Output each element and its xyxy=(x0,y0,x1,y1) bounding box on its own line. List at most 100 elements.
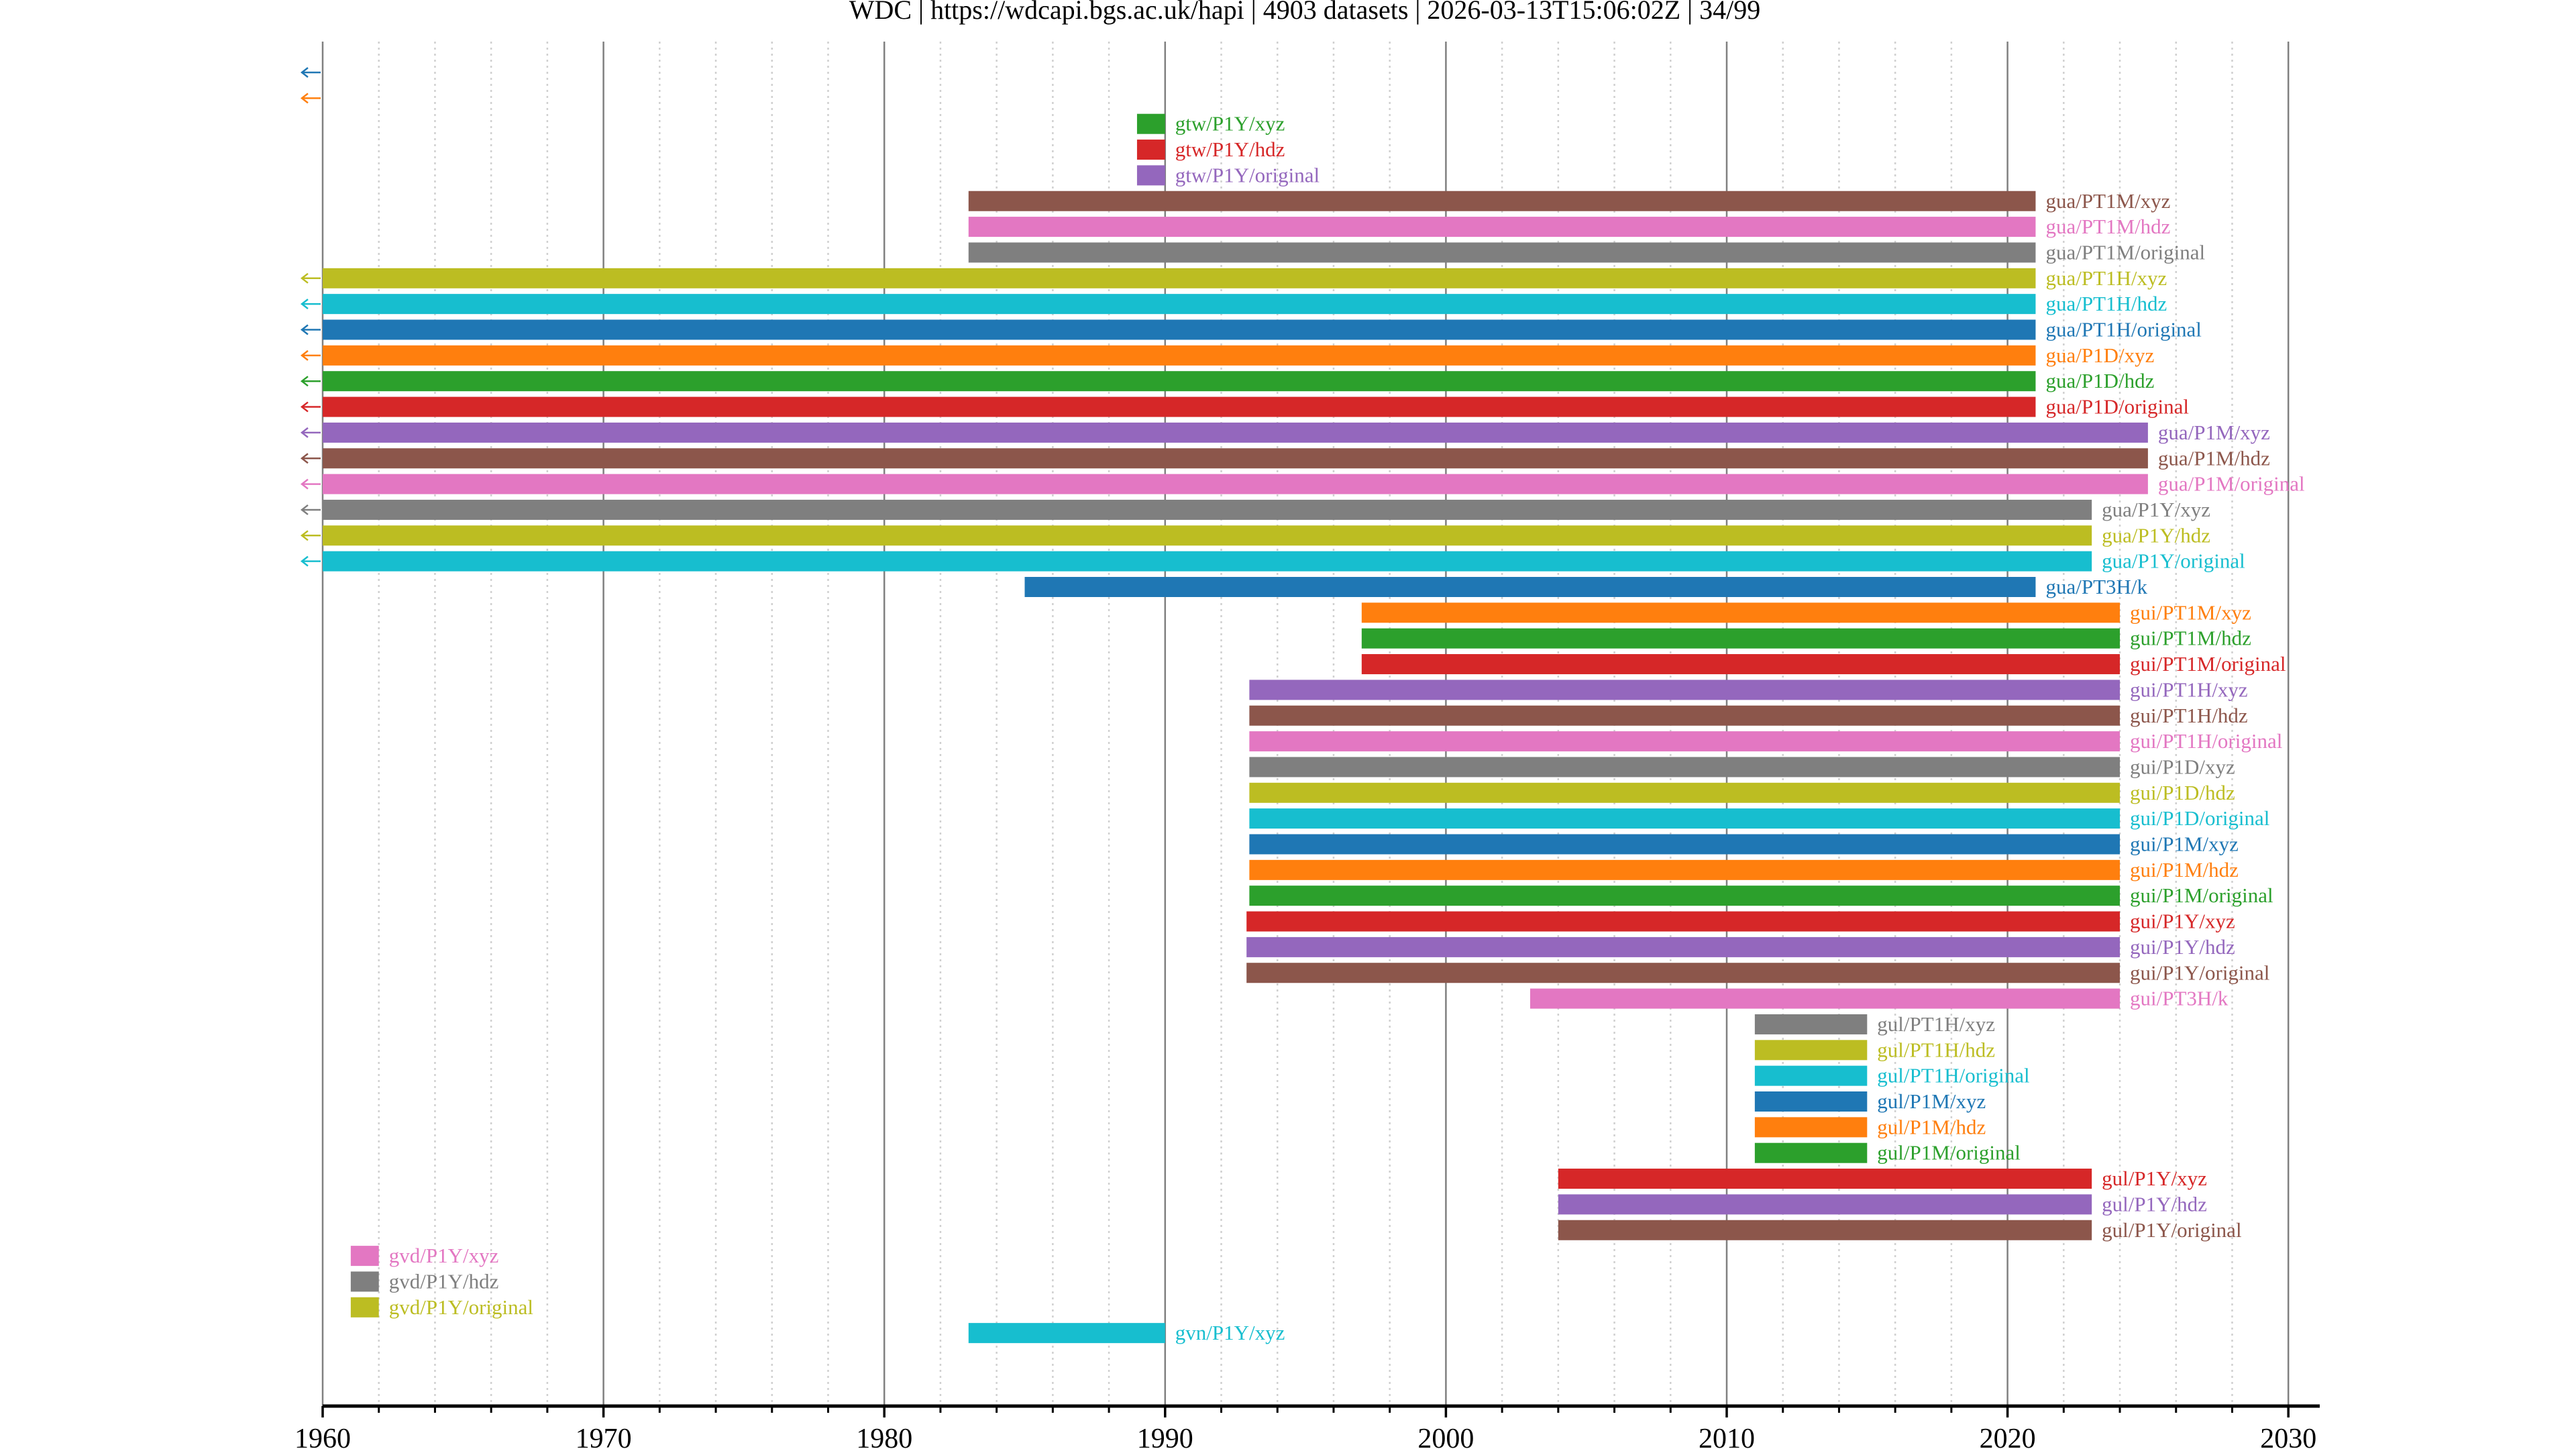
dataset-label: gul/P1Y/hdz xyxy=(2102,1192,2207,1216)
dataset-bar xyxy=(1754,1065,1868,1086)
dataset-label: gui/PT1M/original xyxy=(2130,652,2286,676)
dataset-bar xyxy=(1754,1142,1868,1163)
left-arrow-icon-head xyxy=(300,555,309,567)
dataset-bar xyxy=(1024,577,2036,597)
dataset-bar xyxy=(1136,140,1165,160)
dataset-bar xyxy=(968,1323,1165,1344)
dataset-bar xyxy=(968,217,2036,237)
dataset-label: gvd/P1Y/hdz xyxy=(389,1269,499,1293)
dataset-label: gua/P1M/original xyxy=(2158,472,2305,496)
dataset-label: gui/PT1M/xyz xyxy=(2130,600,2251,624)
dataset-label: gul/P1M/original xyxy=(1877,1141,2021,1165)
left-arrow-icon-head xyxy=(300,530,309,541)
dataset-label: gui/PT1H/xyz xyxy=(2130,678,2248,701)
dataset-bar xyxy=(1361,654,2121,675)
dataset-label: gua/P1D/original xyxy=(2045,395,2189,419)
left-arrow-icon-head xyxy=(300,93,309,104)
dataset-label: gua/PT1M/xyz xyxy=(2045,189,2170,213)
dataset-bar xyxy=(968,242,2036,263)
dataset-bar xyxy=(323,448,2148,469)
dataset-bar xyxy=(1249,808,2121,829)
dataset-label: gvd/P1Y/xyz xyxy=(389,1244,499,1267)
dataset-label: gvn/P1Y/xyz xyxy=(1175,1321,1285,1344)
left-arrow-icon-head xyxy=(300,401,309,413)
x-tick-label: 1970 xyxy=(576,1424,632,1449)
left-arrow-icon-head xyxy=(300,67,309,78)
dataset-label: gua/PT3H/k xyxy=(2045,575,2147,598)
dataset-label: gui/P1D/xyz xyxy=(2130,755,2235,778)
dataset-bar xyxy=(1249,782,2121,803)
dataset-bar xyxy=(1754,1117,1868,1138)
dataset-label: gua/P1M/xyz xyxy=(2158,421,2270,444)
dataset-label: gua/P1Y/xyz xyxy=(2102,498,2210,521)
x-tick-label: 2030 xyxy=(2260,1424,2316,1449)
dataset-bar xyxy=(1136,165,1165,186)
dataset-label: gui/P1Y/xyz xyxy=(2130,910,2235,933)
dataset-bar xyxy=(1246,936,2121,957)
dataset-bar xyxy=(323,345,2036,366)
dataset-label: gui/PT3H/k xyxy=(2130,987,2229,1010)
x-tick-label: 2020 xyxy=(1980,1424,2036,1449)
dataset-bar xyxy=(1754,1091,1868,1112)
dataset-bar xyxy=(1249,757,2121,777)
dataset-label: gua/PT1H/hdz xyxy=(2045,292,2167,315)
before-range-arrows xyxy=(300,67,321,567)
dataset-label: gua/PT1H/original xyxy=(2045,318,2201,341)
dataset-bar xyxy=(1246,963,2121,983)
dataset-bar xyxy=(350,1246,379,1267)
x-tick-label: 2000 xyxy=(1417,1424,1474,1449)
dataset-label: gvd/P1Y/original xyxy=(389,1295,533,1319)
left-arrow-icon-head xyxy=(300,299,309,310)
dataset-bar xyxy=(1558,1169,2092,1189)
dataset-label: gua/P1Y/original xyxy=(2102,549,2245,573)
dataset-bar xyxy=(1249,834,2121,855)
x-tick-label: 1980 xyxy=(856,1424,912,1449)
dataset-bar xyxy=(323,474,2148,494)
dataset-label: gua/PT1M/original xyxy=(2045,240,2205,264)
dataset-label: gua/P1D/hdz xyxy=(2045,369,2154,392)
dataset-label: gui/P1Y/original xyxy=(2130,961,2269,984)
dataset-label: gui/PT1H/original xyxy=(2130,729,2282,753)
left-arrow-icon-head xyxy=(300,324,309,335)
x-axis-ticks: 1960 1970 1980 1990 2000 2010 2020 2030 xyxy=(294,1406,2316,1449)
x-tick-label: 1960 xyxy=(294,1424,351,1449)
left-arrow-icon-head xyxy=(300,453,309,464)
dataset-label: gui/P1D/hdz xyxy=(2130,781,2235,804)
dataset-label: gul/PT1H/xyz xyxy=(1877,1012,1995,1036)
dataset-bar xyxy=(1754,1014,1868,1034)
dataset-bar xyxy=(1246,911,2121,932)
dataset-label: gul/P1M/hdz xyxy=(1877,1115,1986,1138)
left-arrow-icon-head xyxy=(300,272,309,284)
dataset-bar xyxy=(323,268,2036,288)
dataset-bar xyxy=(1249,885,2121,906)
dataset-label: gul/P1Y/original xyxy=(2102,1218,2241,1242)
dataset-label: gtw/P1Y/hdz xyxy=(1175,138,1285,161)
chart-title: WDC | https://wdcapi.bgs.ac.uk/hapi | 49… xyxy=(849,0,1761,25)
dataset-bar xyxy=(1136,113,1165,134)
dataset-bar xyxy=(968,191,2036,211)
left-arrow-icon-head xyxy=(300,376,309,387)
dataset-bar xyxy=(323,499,2092,520)
dataset-label: gui/P1D/original xyxy=(2130,806,2269,830)
dataset-bars xyxy=(323,113,2148,1344)
dataset-bar xyxy=(323,294,2036,315)
x-tick-label: 1990 xyxy=(1137,1424,1193,1449)
dataset-bar xyxy=(350,1271,379,1292)
dataset-bar xyxy=(323,422,2148,443)
dataset-bar xyxy=(323,396,2036,417)
dataset-label: gui/PT1M/hdz xyxy=(2130,627,2251,650)
dataset-bar xyxy=(350,1297,379,1318)
left-arrow-icon-head xyxy=(300,504,309,515)
dataset-label: gua/P1M/hdz xyxy=(2158,446,2270,470)
dataset-label: gui/P1M/original xyxy=(2130,883,2273,907)
dataset-label: gua/PT1M/hdz xyxy=(2045,215,2170,238)
dataset-bar xyxy=(1529,988,2121,1009)
dataset-label: gui/P1Y/hdz xyxy=(2130,935,2235,959)
dataset-bar xyxy=(323,551,2092,572)
dataset-label: gtw/P1Y/original xyxy=(1175,163,1320,186)
dataset-bar xyxy=(323,319,2036,340)
dataset-bar xyxy=(1249,705,2121,726)
dataset-bar xyxy=(1249,731,2121,752)
